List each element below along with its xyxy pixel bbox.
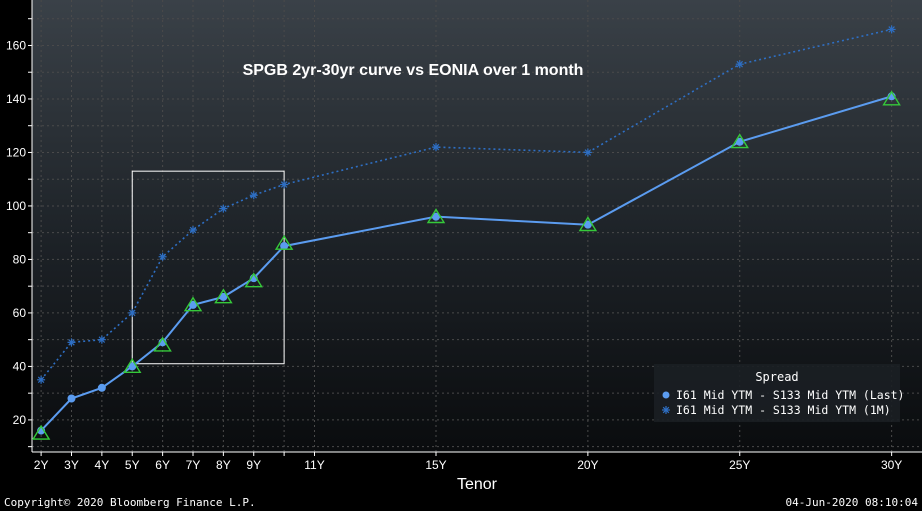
series-1m-point [887, 25, 896, 34]
series-last-point [67, 394, 76, 403]
x-tick-label: 30Y [881, 458, 902, 472]
legend-marker-last [662, 391, 670, 399]
series-1m-point [188, 226, 197, 235]
axes: 20 40 60 80 100 120 140 160 2Y 3Y 4Y 5Y 6Y 7Y 8Y 9Y 11Y 1… [6, 0, 922, 472]
legend: Spread I61 Mid YTM - S133 Mid YTM (Last)… [654, 364, 904, 422]
series-1m-point [158, 252, 167, 261]
legend-marker-1m [662, 406, 670, 414]
triangle-marker [274, 234, 294, 250]
x-tick-label: 4Y [95, 458, 110, 472]
grid-lines [32, 0, 922, 452]
copyright-text: Copyright© 2020 Bloomberg Finance L.P. [4, 496, 256, 509]
x-tick-label: 8Y [216, 458, 231, 472]
series-last-point [431, 212, 440, 221]
y-tick-label: 140 [6, 92, 26, 106]
x-tick-label: 2Y [34, 458, 49, 472]
legend-label-last: I61 Mid YTM - S133 Mid YTM (Last) [676, 388, 904, 402]
x-tick-label: 9Y [246, 458, 261, 472]
triangle-marker [214, 288, 233, 304]
y-tick-label: 20 [13, 413, 27, 427]
series-last-point [583, 220, 592, 229]
x-tick-label: 5Y [125, 458, 140, 472]
y-tick-label: 80 [13, 252, 27, 266]
timestamp-text: 04-Jun-2020 08:10:04 [785, 496, 918, 509]
series-1m-point [583, 148, 592, 157]
series-1m-point [97, 335, 106, 344]
series-last-point [128, 362, 137, 371]
x-tick-label: 6Y [155, 458, 170, 472]
triangle-marker [426, 208, 446, 224]
series-1m-point [249, 191, 258, 200]
x-tick-label: 25Y [729, 458, 750, 472]
series-last-point [219, 292, 228, 301]
y-tick-label: 60 [13, 306, 27, 320]
x-axis-label: Tenor [457, 476, 498, 493]
triangle-marker [183, 296, 203, 312]
series-1m-point [37, 375, 46, 384]
x-tick-label: 15Y [425, 458, 446, 472]
highlight-box [131, 170, 285, 365]
series-1m-point [280, 180, 289, 189]
x-tick-label: 7Y [186, 458, 201, 472]
triangle-marker [730, 133, 749, 149]
triangle-marker [122, 357, 142, 373]
series-1m-point [431, 143, 440, 152]
legend-label-1m: I61 Mid YTM - S133 Mid YTM (1M) [676, 403, 891, 417]
legend-asterisk [662, 406, 670, 414]
legend-background [654, 364, 900, 422]
series-1m-point [128, 308, 137, 317]
triangle-marker [882, 90, 901, 106]
y-tick-label: 120 [6, 145, 26, 159]
series-1m-point [67, 338, 76, 347]
y-tick-label: 40 [13, 359, 27, 373]
series-layer [31, 25, 901, 440]
triangle-marker [244, 272, 263, 288]
chart-title: SPGB 2yr-30yr curve vs EONIA over 1 mont… [243, 62, 584, 79]
series-1m-point [219, 204, 228, 213]
series-last-point [280, 242, 289, 251]
series-last-point [97, 383, 106, 392]
triangle-marker [153, 336, 172, 352]
y-tick-label: 100 [6, 199, 26, 213]
triangle-marker [31, 424, 51, 440]
x-tick-label: 11Y [304, 458, 324, 472]
y-tick-label: 160 [6, 38, 26, 52]
x-tick-label: 3Y [64, 458, 79, 472]
x-tick-label: 20Y [577, 458, 598, 472]
series-last-point [735, 137, 744, 146]
triangle-marker [578, 216, 598, 232]
series-1m-point [735, 60, 744, 69]
legend-title: Spread [755, 370, 798, 384]
series-last-point [188, 300, 197, 309]
